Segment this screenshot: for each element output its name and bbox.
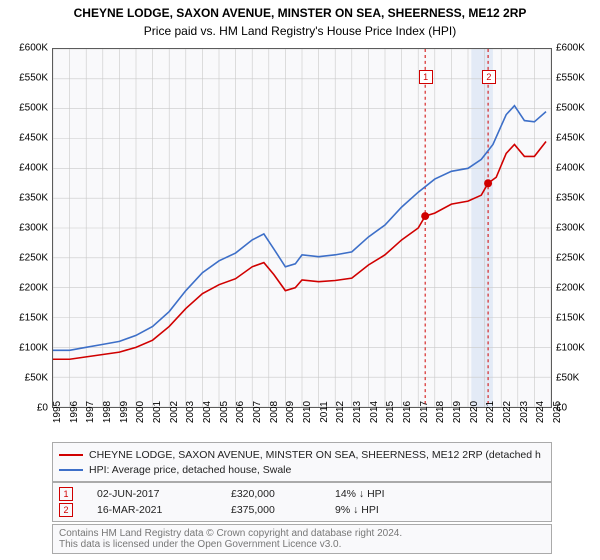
y-tick-label: £450K [0,133,48,144]
x-tick-label: 2004 [202,401,213,423]
legend-swatch [59,454,83,456]
transaction-marker-icon: 1 [59,487,73,501]
x-tick-label: 2017 [419,401,430,423]
y-tick-label-right: £450K [556,133,600,144]
x-tick-label: 2011 [319,401,330,423]
marker-label-box: 1 [419,70,433,84]
x-tick-label: 2010 [302,401,313,423]
x-tick-label: 2020 [469,401,480,423]
x-tick-label: 2007 [252,401,263,423]
x-tick-label: 2024 [535,401,546,423]
transaction-row: 2 16-MAR-2021 £375,000 9% ↓ HPI [59,502,545,518]
x-tick-label: 1996 [69,401,80,423]
legend-text: CHEYNE LODGE, SAXON AVENUE, MINSTER ON S… [89,449,541,461]
y-tick-label-right: £300K [556,223,600,234]
y-tick-label-right: £100K [556,343,600,354]
legend-swatch [59,469,83,471]
transaction-price: £320,000 [231,488,311,500]
y-tick-label-right: £400K [556,163,600,174]
x-tick-label: 2019 [452,401,463,423]
x-tick-label: 1997 [85,401,96,423]
x-tick-label: 2016 [402,401,413,423]
credits-line1: Contains HM Land Registry data © Crown c… [59,528,545,539]
y-tick-label: £50K [0,373,48,384]
x-tick-label: 2022 [502,401,513,423]
y-tick-label: £150K [0,313,48,324]
y-tick-label: £200K [0,283,48,294]
y-tick-label: £350K [0,193,48,204]
x-tick-label: 2001 [152,401,163,423]
y-tick-label: £550K [0,73,48,84]
y-tick-label: £300K [0,223,48,234]
x-tick-label: 2008 [269,401,280,423]
legend-row: HPI: Average price, detached house, Swal… [59,462,545,477]
y-tick-label-right: £50K [556,373,600,384]
x-tick-label: 2015 [385,401,396,423]
transaction-pct: 9% ↓ HPI [335,504,445,516]
y-tick-label: £600K [0,43,48,54]
x-tick-label: 2018 [435,401,446,423]
y-tick-label-right: £600K [556,43,600,54]
y-tick-label-right: £550K [556,73,600,84]
legend-series: CHEYNE LODGE, SAXON AVENUE, MINSTER ON S… [52,442,552,482]
x-tick-label: 2021 [485,401,496,423]
chart-plot-area [52,48,552,408]
x-tick-label: 1999 [119,401,130,423]
transaction-date: 16-MAR-2021 [97,504,207,516]
y-tick-label: £400K [0,163,48,174]
legend-row: CHEYNE LODGE, SAXON AVENUE, MINSTER ON S… [59,447,545,462]
x-tick-label: 2006 [235,401,246,423]
y-tick-label-right: £200K [556,283,600,294]
y-tick-label-right: £350K [556,193,600,204]
transaction-date: 02-JUN-2017 [97,488,207,500]
y-tick-label: £100K [0,343,48,354]
legend-text: HPI: Average price, detached house, Swal… [89,464,291,476]
transaction-price: £375,000 [231,504,311,516]
transaction-row: 1 02-JUN-2017 £320,000 14% ↓ HPI [59,486,545,502]
legend-credits: Contains HM Land Registry data © Crown c… [52,524,552,554]
y-tick-label-right: £500K [556,103,600,114]
legend-transactions: 1 02-JUN-2017 £320,000 14% ↓ HPI 2 16-MAR-202… [52,482,552,522]
chart-title: CHEYNE LODGE, SAXON AVENUE, MINSTER ON S… [0,0,600,22]
chart-container: CHEYNE LODGE, SAXON AVENUE, MINSTER ON S… [0,0,600,560]
transaction-pct: 14% ↓ HPI [335,488,445,500]
x-tick-label: 1998 [102,401,113,423]
transaction-marker-icon: 2 [59,503,73,517]
credits-line2: This data is licensed under the Open Gov… [59,539,545,550]
x-tick-label: 2014 [369,401,380,423]
x-tick-label: 2002 [169,401,180,423]
x-tick-label: 2005 [219,401,230,423]
x-tick-label: 2003 [185,401,196,423]
y-tick-label: £250K [0,253,48,264]
x-tick-label: 2009 [285,401,296,423]
x-tick-label: 2000 [135,401,146,423]
x-tick-label: 2023 [519,401,530,423]
y-tick-label: £0 [0,403,48,414]
y-tick-label: £500K [0,103,48,114]
x-tick-label: 2012 [335,401,346,423]
marker-label-box: 2 [482,70,496,84]
y-tick-label-right: £250K [556,253,600,264]
y-tick-label-right: £150K [556,313,600,324]
x-tick-label: 2013 [352,401,363,423]
x-tick-label: 1995 [52,401,63,423]
x-tick-label: 2025 [552,401,563,423]
chart-subtitle: Price paid vs. HM Land Registry's House … [0,22,600,38]
